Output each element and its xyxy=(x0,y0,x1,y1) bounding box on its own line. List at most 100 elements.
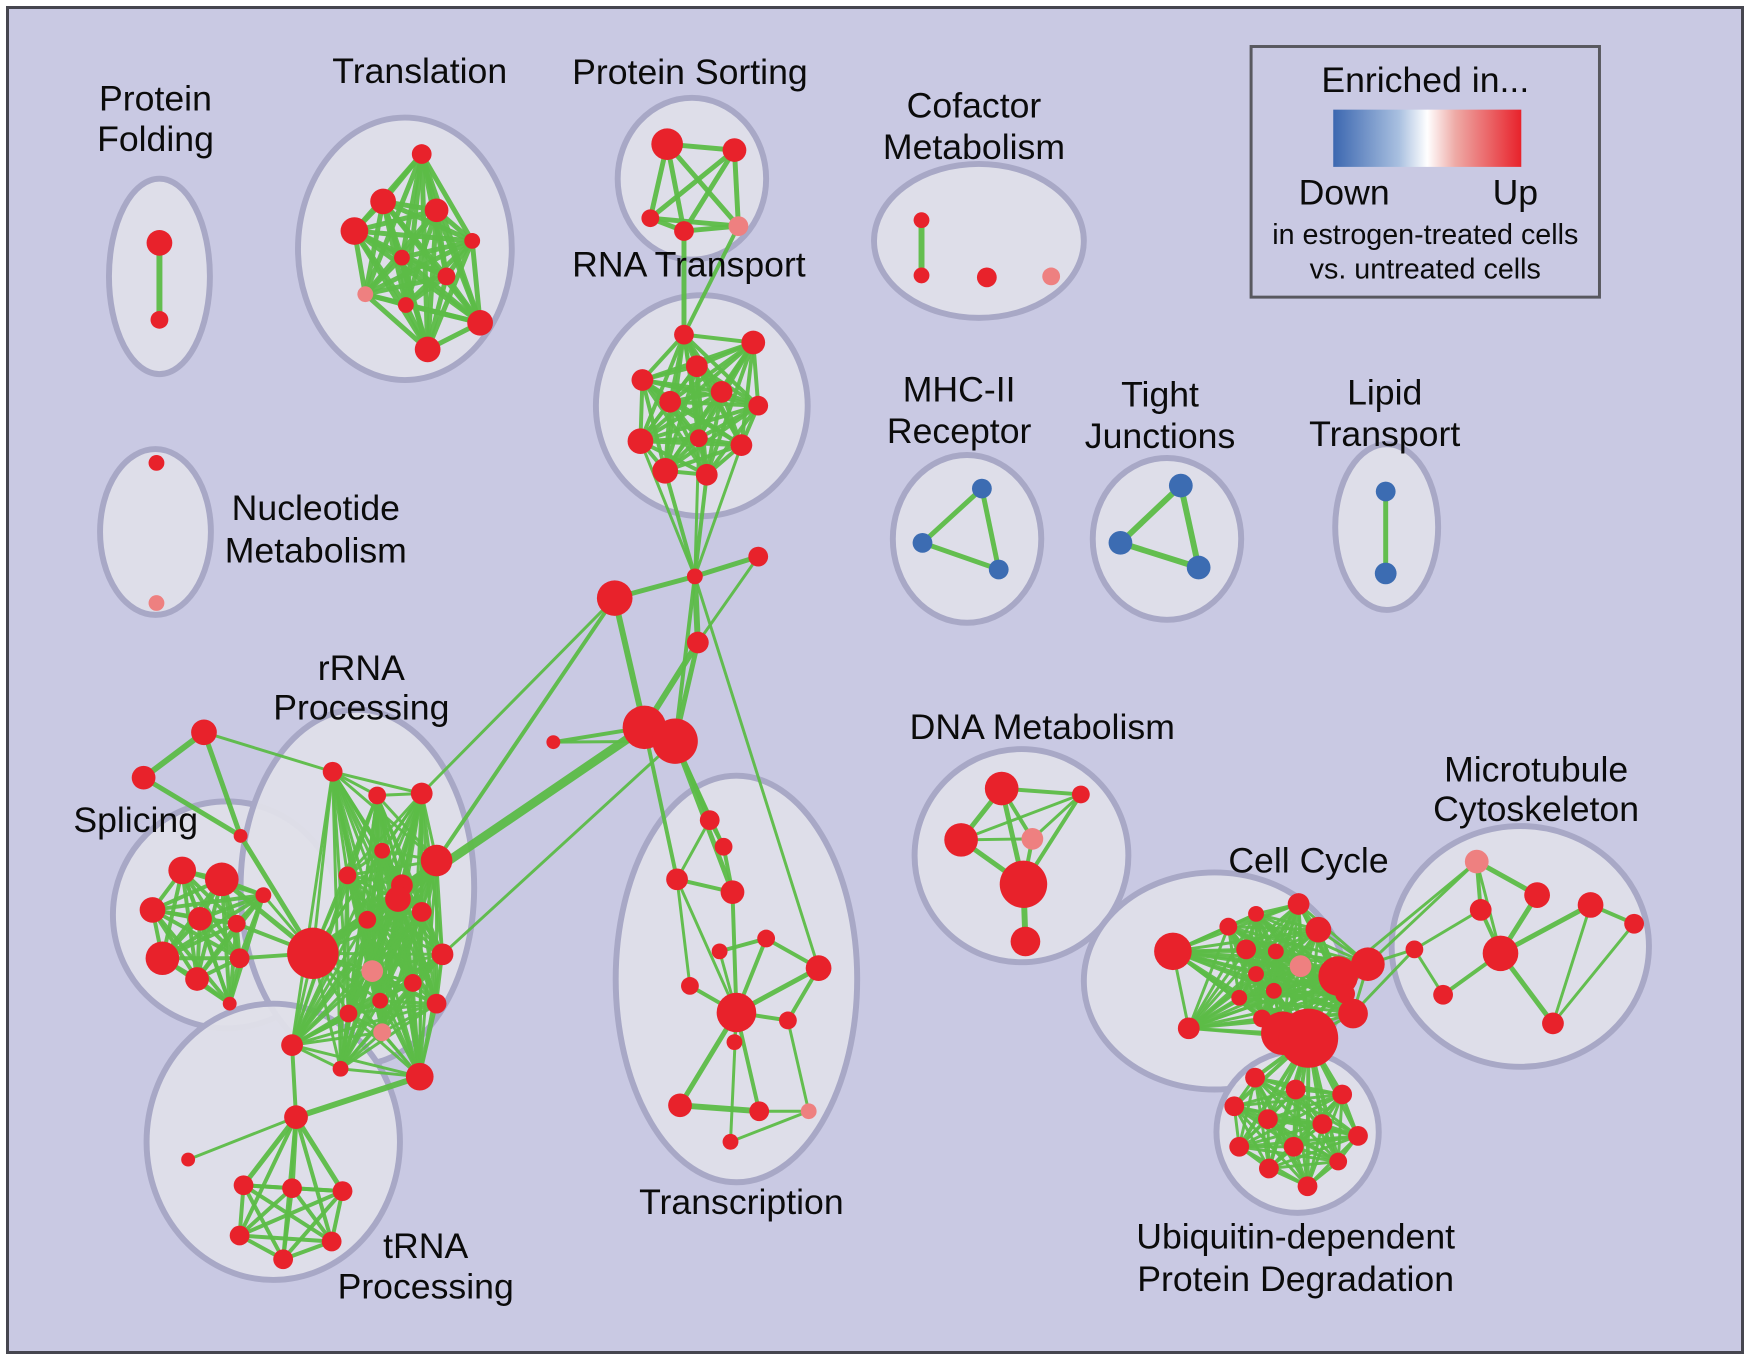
ub-v2-node[interactable] xyxy=(1332,1084,1353,1105)
rt-r1-node[interactable] xyxy=(741,330,766,355)
ub-v5-node[interactable] xyxy=(1312,1114,1333,1134)
dna-d4-node[interactable] xyxy=(999,860,1048,908)
rrna-u16-node[interactable] xyxy=(373,1023,392,1042)
rtr-q0-node[interactable] xyxy=(191,719,217,746)
spl-s4-node[interactable] xyxy=(227,914,246,933)
mt-g1-node[interactable] xyxy=(1524,882,1550,908)
cc-bh-node[interactable] xyxy=(1278,1008,1339,1068)
ub-v3-node[interactable] xyxy=(1224,1096,1245,1117)
rrna-hub-node[interactable] xyxy=(287,927,339,979)
cc-b3-node[interactable] xyxy=(1248,966,1264,982)
mt-g4-node[interactable] xyxy=(1577,892,1604,918)
rrna-u2-node[interactable] xyxy=(410,782,433,805)
rt-r11-node[interactable] xyxy=(695,463,718,486)
mt-g3-node[interactable] xyxy=(1482,935,1519,972)
ps-p1-node[interactable] xyxy=(722,138,747,162)
cc-b17-node[interactable] xyxy=(1248,905,1264,922)
rrna-u15-node[interactable] xyxy=(339,1004,358,1023)
tx-x0-node[interactable] xyxy=(699,810,720,830)
rrna-u9-node[interactable] xyxy=(411,902,432,922)
cc-b1-node[interactable] xyxy=(1236,939,1257,960)
trna-k6-node[interactable] xyxy=(273,1249,294,1270)
tx-x7-node[interactable] xyxy=(681,977,699,995)
mt-g0-node[interactable] xyxy=(1464,849,1489,874)
trna-k0-node[interactable] xyxy=(181,1152,196,1167)
cc-b4-node[interactable] xyxy=(1265,982,1282,999)
tra-t4-node[interactable] xyxy=(464,232,481,249)
rt-r7-node[interactable] xyxy=(627,428,654,455)
tx-x9-node[interactable] xyxy=(726,1034,743,1051)
ub-v6-node[interactable] xyxy=(1348,1126,1368,1146)
mhc-m1-node[interactable] xyxy=(912,532,933,553)
rrna-u14-node[interactable] xyxy=(426,993,447,1014)
cc-b5-node[interactable] xyxy=(1231,989,1248,1006)
cof-c0-node[interactable] xyxy=(913,212,930,229)
spl-s1-node[interactable] xyxy=(204,862,239,897)
trna-h-node[interactable] xyxy=(284,1105,308,1129)
spl-s3-node[interactable] xyxy=(188,906,212,931)
rt-r6-node[interactable] xyxy=(748,395,769,416)
tj-j1-node[interactable] xyxy=(1108,530,1133,555)
cc-b7-node[interactable] xyxy=(1177,1017,1200,1040)
rrna-u4-node[interactable] xyxy=(420,844,453,877)
ub-v8-node[interactable] xyxy=(1283,1136,1304,1157)
ub-v4-node[interactable] xyxy=(1258,1109,1278,1129)
spl-s0-node[interactable] xyxy=(168,856,197,885)
bb-w2-node[interactable] xyxy=(596,580,633,616)
tra-t7-node[interactable] xyxy=(357,286,374,303)
fold-f1-node[interactable] xyxy=(150,310,169,329)
cc-b12-node[interactable] xyxy=(1338,998,1368,1029)
ub-v7-node[interactable] xyxy=(1229,1136,1250,1157)
rrna-u6-node[interactable] xyxy=(338,866,357,885)
tj-j2-node[interactable] xyxy=(1186,555,1211,580)
cc-b16-node[interactable] xyxy=(1305,916,1332,943)
rt-r9-node[interactable] xyxy=(730,434,753,457)
tx-xh-node[interactable] xyxy=(716,992,757,1033)
rt-r3-node[interactable] xyxy=(631,369,654,391)
mt-g2-node[interactable] xyxy=(1469,899,1492,921)
rrna-u1-node[interactable] xyxy=(368,786,387,805)
tra-t6-node[interactable] xyxy=(437,267,456,286)
tra-t10-node[interactable] xyxy=(414,336,441,363)
spl-s2-node[interactable] xyxy=(139,897,166,923)
cc-b14-node[interactable] xyxy=(1219,917,1238,936)
rrna-u7-node[interactable] xyxy=(358,910,377,929)
tra-t3-node[interactable] xyxy=(340,217,369,245)
nuc-n1-node[interactable] xyxy=(148,595,165,611)
bb-w6-node[interactable] xyxy=(546,735,561,750)
tx-x8-node[interactable] xyxy=(778,1011,797,1030)
rrna-u12-node[interactable] xyxy=(431,943,454,966)
trna-k4-node[interactable] xyxy=(229,1225,250,1246)
mhc-m2-node[interactable] xyxy=(988,559,1009,580)
spl-s7-node[interactable] xyxy=(229,948,250,969)
cc-b10-node[interactable] xyxy=(1351,947,1385,981)
rt-r4-node[interactable] xyxy=(659,390,682,413)
ub-v9-node[interactable] xyxy=(1329,1152,1348,1171)
ub-v11-node[interactable] xyxy=(1297,1176,1318,1197)
cc-b8-node[interactable] xyxy=(1289,955,1312,978)
rrna-u10-node[interactable] xyxy=(361,960,384,982)
tx-x1-node[interactable] xyxy=(714,837,733,856)
nuc-n0-node[interactable] xyxy=(148,455,165,471)
tx-x13-node[interactable] xyxy=(722,1133,739,1150)
ub-v0-node[interactable] xyxy=(1245,1067,1265,1088)
dna-d5-node[interactable] xyxy=(1010,926,1041,957)
rrna-u17-node[interactable] xyxy=(405,1062,434,1091)
trna-k5-node[interactable] xyxy=(321,1231,342,1252)
tra-t0-node[interactable] xyxy=(411,144,432,164)
tra-t9-node[interactable] xyxy=(467,309,493,336)
trna-k1-node[interactable] xyxy=(233,1175,254,1196)
tx-x6-node[interactable] xyxy=(805,955,832,981)
trna-k3-node[interactable] xyxy=(332,1181,353,1202)
rt-r8-node[interactable] xyxy=(689,429,708,448)
ps-p0-node[interactable] xyxy=(651,128,683,160)
rtr-q2-node[interactable] xyxy=(233,829,248,843)
ps-p2-node[interactable] xyxy=(641,209,660,228)
bb-w1-node[interactable] xyxy=(748,546,769,567)
rt-r0-node[interactable] xyxy=(674,324,694,345)
tx-x11-node[interactable] xyxy=(749,1101,770,1122)
lip-l1-node[interactable] xyxy=(1374,562,1397,585)
mhc-m0-node[interactable] xyxy=(971,478,992,499)
cc-b11-node[interactable] xyxy=(1335,983,1356,1004)
tx-x12-node[interactable] xyxy=(800,1103,817,1120)
